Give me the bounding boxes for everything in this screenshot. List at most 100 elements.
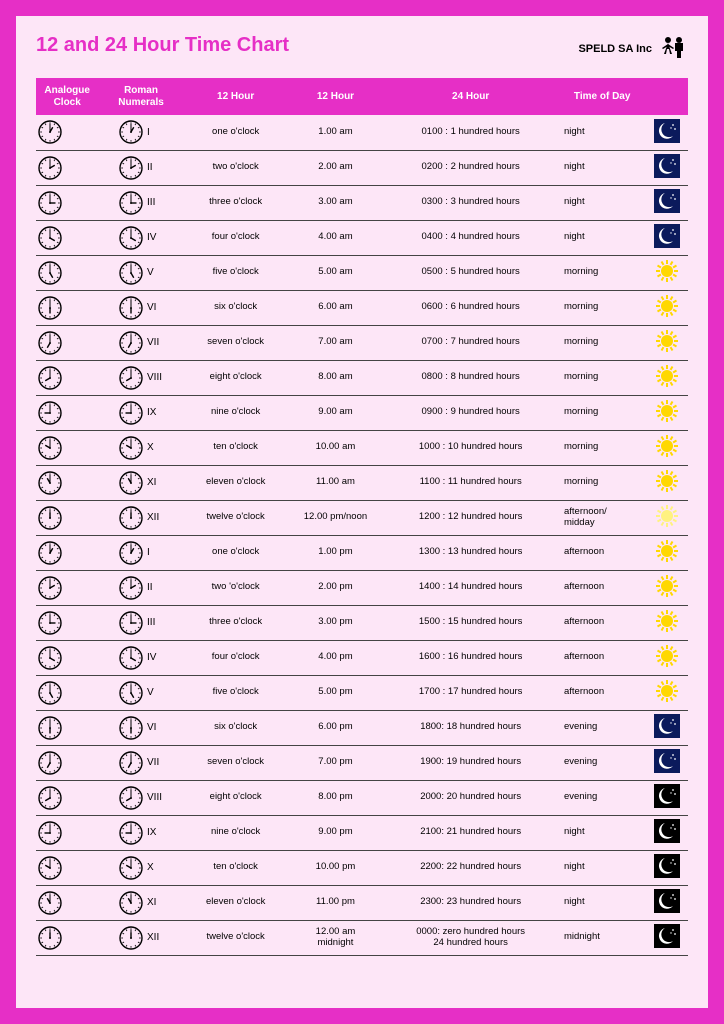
twenty-four-hour: 2200: 22 hundred hours [383,850,558,885]
analogue-clock-icon [38,506,96,530]
roman-clock-icon [119,471,143,495]
roman-numeral-label: IX [147,827,163,839]
sun-icon [654,329,680,353]
time-of-day-icon-cell [646,605,688,640]
roman-clock-icon [119,646,143,670]
table-row: III three o'clock 3.00 pm 1500 : 15 hund… [36,605,688,640]
table-row: XII twelve o'clock 12.00 ammidnight 0000… [36,920,688,955]
twelve-hour-time: 4.00 pm [288,640,384,675]
roman-numeral-cell: II [98,150,183,185]
time-of-day-icon-cell [646,115,688,150]
twelve-hour-time: 9.00 am [288,395,384,430]
analogue-clock-cell [36,500,98,535]
roman-numeral-label: IV [147,232,163,244]
time-of-day-icon-cell [646,920,688,955]
time-of-day-label: evening [558,745,646,780]
time-of-day-icon-cell [646,465,688,500]
roman-numeral-label: IX [147,407,163,419]
twenty-four-hour: 0300 : 3 hundred hours [383,185,558,220]
column-header [646,78,688,115]
time-of-day-icon-cell [646,850,688,885]
roman-numeral-cell: XII [98,920,183,955]
table-row: VI six o'clock 6.00 am 0600 : 6 hundred … [36,290,688,325]
time-of-day-label: night [558,115,646,150]
time-of-day-icon-cell [646,535,688,570]
roman-numeral-label: XI [147,897,163,909]
twelve-hour-words: ten o'clock [184,430,288,465]
time-of-day-label: morning [558,430,646,465]
roman-numeral-cell: VII [98,325,183,360]
roman-numeral-cell: VIII [98,360,183,395]
time-of-day-icon-cell [646,395,688,430]
roman-clock-icon [119,576,143,600]
analogue-clock-icon [38,541,96,565]
moon-icon [654,889,680,913]
time-of-day-icon-cell [646,640,688,675]
roman-numeral-cell: I [98,115,183,150]
roman-numeral-label: I [147,547,163,559]
time-of-day-label: afternoon [558,570,646,605]
time-of-day-icon-cell [646,675,688,710]
analogue-clock-cell [36,185,98,220]
moon-icon [654,119,680,143]
twenty-four-hour: 1400 : 14 hundred hours [383,570,558,605]
twenty-four-hour: 1000 : 10 hundred hours [383,430,558,465]
twelve-hour-words: four o'clock [184,220,288,255]
twelve-hour-words: seven o'clock [184,745,288,780]
roman-clock-icon [119,296,143,320]
time-of-day-label: afternoon [558,640,646,675]
sun-icon [654,539,680,563]
time-of-day-icon-cell [646,325,688,360]
twelve-hour-words: twelve o'clock [184,500,288,535]
analogue-clock-icon [38,156,96,180]
sun-icon [654,609,680,633]
page: 12 and 24 Hour Time Chart SPELD SA Inc [16,16,708,1008]
twenty-four-hour: 2300: 23 hundred hours [383,885,558,920]
analogue-clock-icon [38,296,96,320]
roman-numeral-label: IV [147,652,163,664]
time-of-day-icon-cell [646,290,688,325]
twelve-hour-words: nine o'clock [184,815,288,850]
time-of-day-icon-cell [646,430,688,465]
moon-icon [654,154,680,178]
column-header: RomanNumerals [98,78,183,115]
analogue-clock-cell [36,325,98,360]
roman-numeral-label: VI [147,302,163,314]
twenty-four-hour: 1300 : 13 hundred hours [383,535,558,570]
roman-clock-icon [119,611,143,635]
column-header: 12 Hour [288,78,384,115]
twelve-hour-words: ten o'clock [184,850,288,885]
roman-numeral-label: I [147,127,163,139]
twenty-four-hour: 2000: 20 hundred hours [383,780,558,815]
twelve-hour-time: 11.00 pm [288,885,384,920]
twelve-hour-words: one o'clock [184,115,288,150]
time-of-day-icon-cell [646,360,688,395]
time-of-day-icon-cell [646,185,688,220]
time-of-day-label: evening [558,780,646,815]
analogue-clock-cell [36,115,98,150]
roman-numeral-cell: V [98,255,183,290]
twelve-hour-time: 5.00 am [288,255,384,290]
roman-clock-icon [119,191,143,215]
time-of-day-label: morning [558,360,646,395]
analogue-clock-icon [38,471,96,495]
analogue-clock-icon [38,436,96,460]
moon-icon [654,189,680,213]
analogue-clock-cell [36,605,98,640]
table-row: X ten o'clock 10.00 pm 2200: 22 hundred … [36,850,688,885]
roman-numeral-cell: IV [98,220,183,255]
table-row: II two o'clock 2.00 am 0200 : 2 hundred … [36,150,688,185]
twelve-hour-words: nine o'clock [184,395,288,430]
brand-text: SPELD SA Inc [578,43,652,55]
sun-icon [654,644,680,668]
twelve-hour-time: 1.00 pm [288,535,384,570]
roman-clock-icon [119,541,143,565]
twenty-four-hour: 0900 : 9 hundred hours [383,395,558,430]
table-row: IX nine o'clock 9.00 pm 2100: 21 hundred… [36,815,688,850]
table-row: I one o'clock 1.00 pm 1300 : 13 hundred … [36,535,688,570]
brand-logo-icon [658,34,688,64]
roman-numeral-label: II [147,582,163,594]
roman-numeral-cell: XI [98,465,183,500]
roman-clock-icon [119,156,143,180]
analogue-clock-cell [36,920,98,955]
